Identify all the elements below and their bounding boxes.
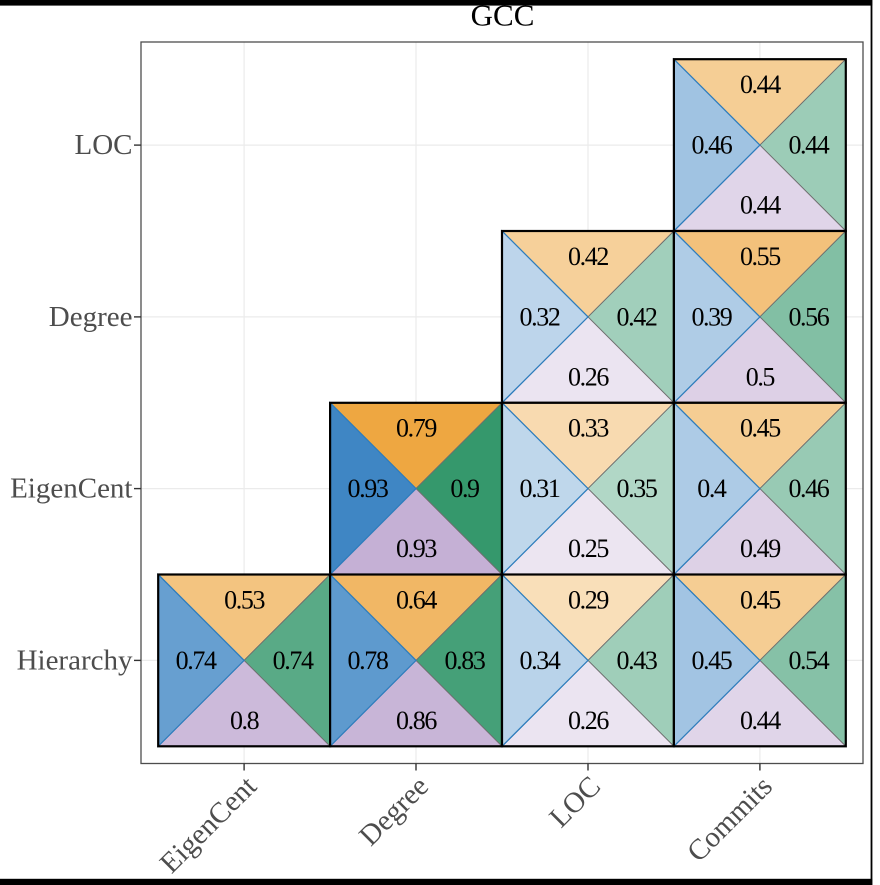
svg-text:0.54: 0.54 <box>788 646 829 675</box>
svg-text:0.33: 0.33 <box>568 414 608 443</box>
svg-text:0.56: 0.56 <box>788 302 829 331</box>
svg-text:0.46: 0.46 <box>788 474 829 503</box>
svg-text:0.78: 0.78 <box>348 646 389 675</box>
svg-text:0.42: 0.42 <box>617 302 657 331</box>
svg-text:0.32: 0.32 <box>520 302 560 331</box>
svg-text:0.74: 0.74 <box>176 646 217 675</box>
svg-text:0.42: 0.42 <box>568 242 608 271</box>
svg-text:0.4: 0.4 <box>697 474 727 503</box>
svg-text:0.5: 0.5 <box>746 362 775 391</box>
svg-text:0.49: 0.49 <box>740 534 780 563</box>
svg-text:0.45: 0.45 <box>691 646 731 675</box>
svg-text:LOC: LOC <box>75 129 133 161</box>
svg-text:0.44: 0.44 <box>740 706 781 735</box>
svg-text:0.26: 0.26 <box>568 362 609 391</box>
svg-text:0.46: 0.46 <box>691 131 732 160</box>
svg-text:0.43: 0.43 <box>617 646 657 675</box>
svg-text:0.55: 0.55 <box>740 242 780 271</box>
svg-text:0.45: 0.45 <box>740 414 780 443</box>
svg-text:Hierarchy: Hierarchy <box>17 644 133 676</box>
svg-text:0.29: 0.29 <box>568 585 608 614</box>
svg-text:0.74: 0.74 <box>273 646 314 675</box>
svg-text:0.9: 0.9 <box>450 474 479 503</box>
svg-text:0.35: 0.35 <box>617 474 657 503</box>
svg-text:0.25: 0.25 <box>568 534 608 563</box>
svg-text:EigenCent: EigenCent <box>10 473 132 505</box>
svg-text:0.44: 0.44 <box>740 191 781 220</box>
svg-text:0.64: 0.64 <box>396 585 437 614</box>
svg-text:0.8: 0.8 <box>230 706 260 735</box>
svg-text:0.44: 0.44 <box>788 131 829 160</box>
svg-text:0.79: 0.79 <box>396 414 436 443</box>
svg-text:0.26: 0.26 <box>568 706 609 735</box>
svg-text:0.39: 0.39 <box>691 302 731 331</box>
svg-text:0.44: 0.44 <box>740 70 781 99</box>
svg-text:0.93: 0.93 <box>348 474 388 503</box>
svg-text:0.83: 0.83 <box>445 646 485 675</box>
svg-text:0.53: 0.53 <box>224 585 264 614</box>
svg-text:0.45: 0.45 <box>740 585 780 614</box>
svg-text:0.86: 0.86 <box>396 706 437 735</box>
svg-text:0.34: 0.34 <box>520 646 561 675</box>
svg-text:Degree: Degree <box>49 301 133 333</box>
svg-text:0.31: 0.31 <box>520 474 560 503</box>
svg-text:0.93: 0.93 <box>396 534 436 563</box>
